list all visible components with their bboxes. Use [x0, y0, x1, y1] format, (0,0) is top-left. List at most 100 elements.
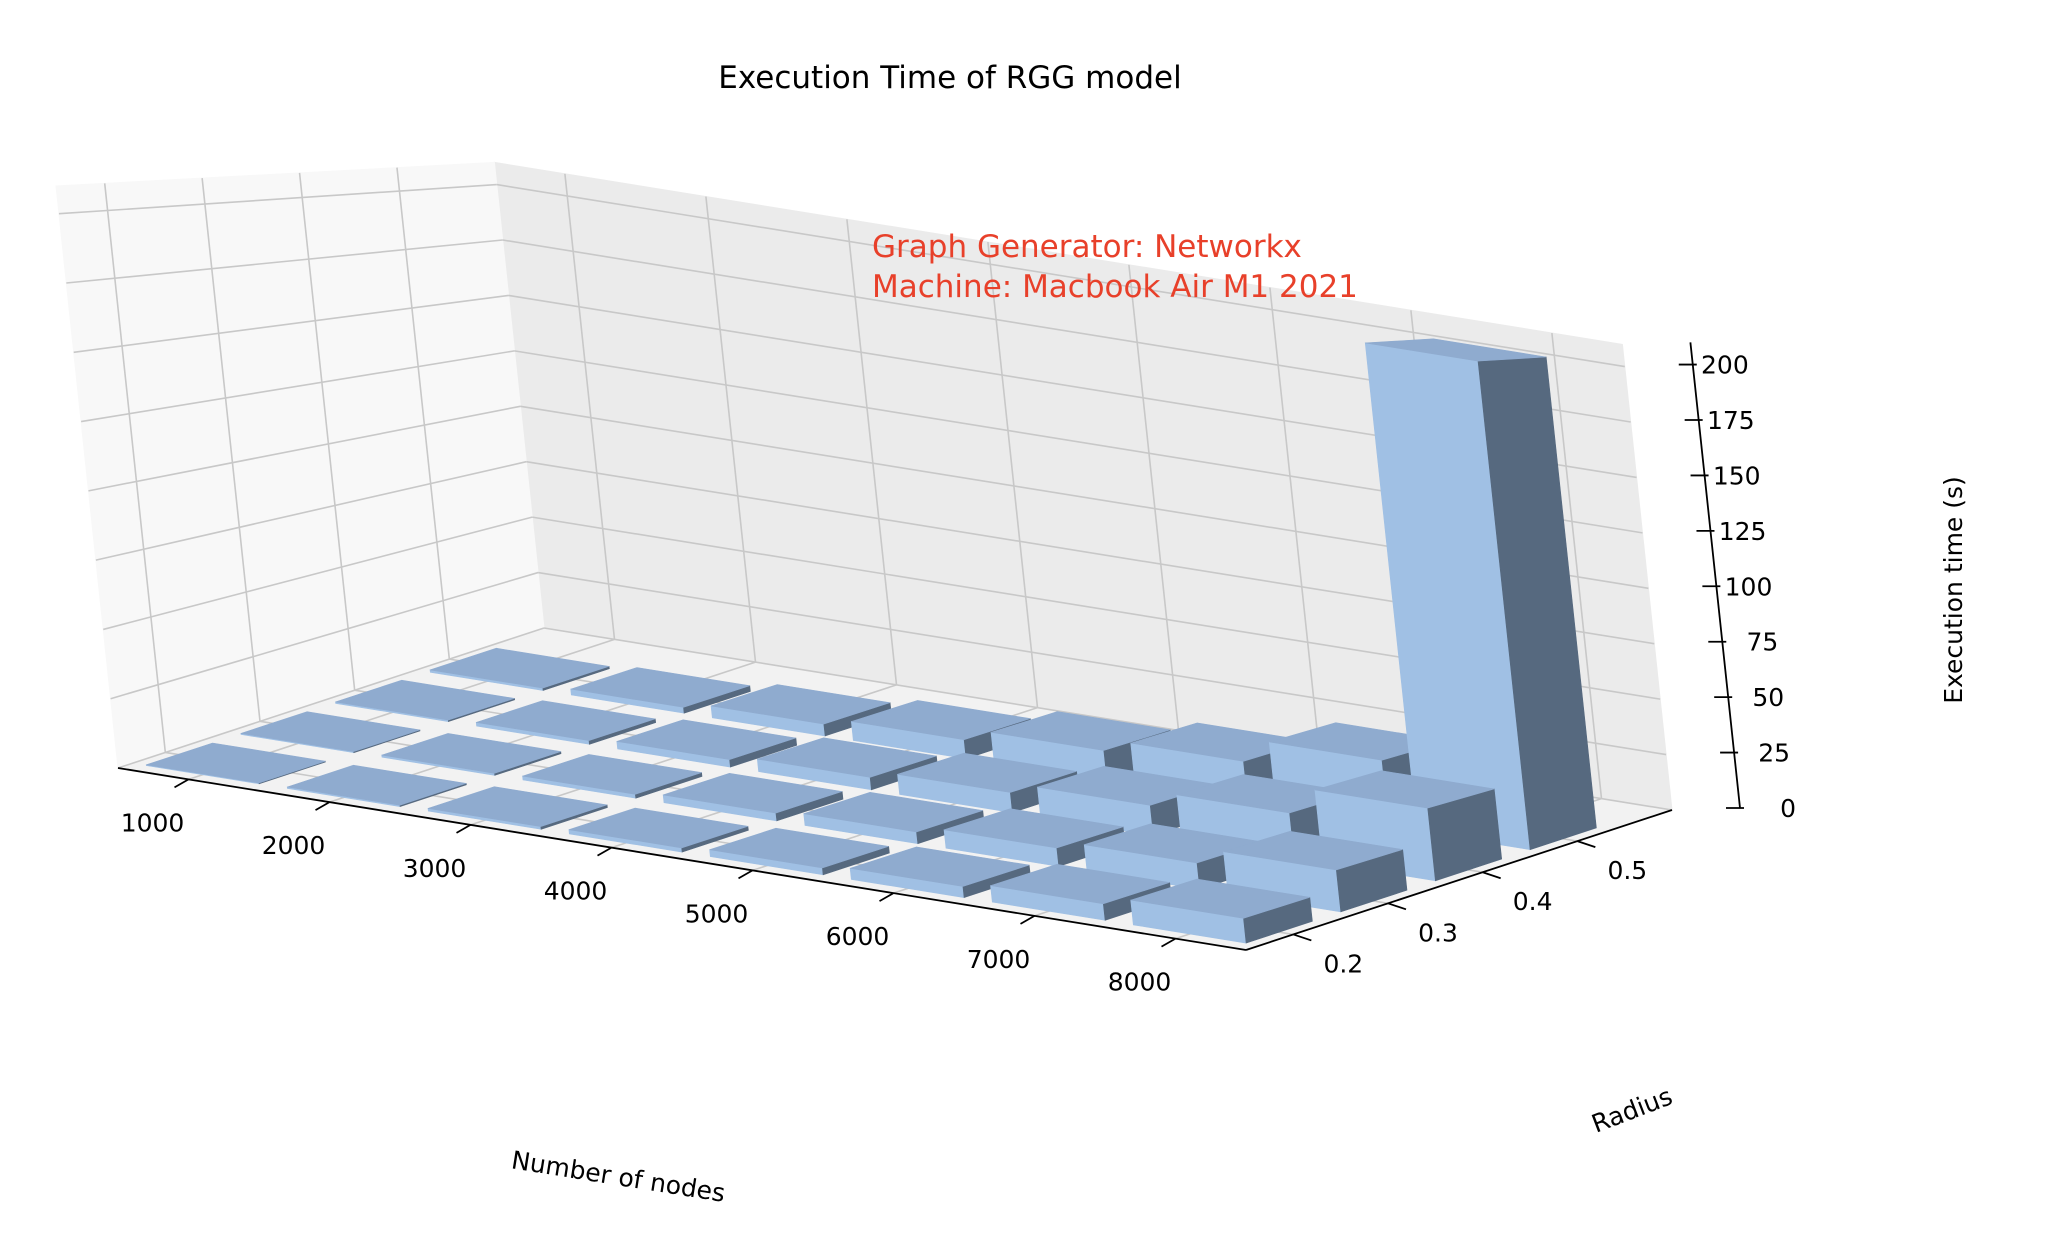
x-tick — [456, 824, 471, 834]
y-tick-label: 0.3 — [1418, 918, 1458, 947]
z-tick-label: 175 — [1707, 406, 1755, 435]
bar-top-face — [990, 711, 1171, 751]
grid-z-side — [80, 350, 515, 423]
y-tick-label: 0.4 — [1513, 887, 1553, 916]
bar-top-face — [1365, 338, 1547, 362]
z-tick-label: 100 — [1725, 572, 1773, 601]
z-tick-label: 50 — [1752, 683, 1784, 712]
bar-3000-0.4 — [616, 719, 798, 768]
x-tick — [879, 892, 894, 902]
grid-z-back — [496, 183, 1625, 368]
x-tick — [315, 801, 330, 811]
bar-top-face — [1130, 878, 1310, 919]
bar-8000-0.5 — [1364, 338, 1597, 851]
x-tick — [738, 869, 753, 880]
bar-4000-0.4 — [756, 737, 939, 791]
z-tick-label: 125 — [1719, 517, 1767, 546]
bar-1000-0.4 — [335, 679, 516, 723]
bar-2000-0.4 — [475, 700, 657, 745]
bar-top-face — [710, 684, 891, 725]
bar-top-face — [943, 808, 1124, 849]
z-tick-label: 75 — [1746, 628, 1778, 657]
bar-6000-0.2 — [849, 846, 1031, 899]
bar-top-face — [1314, 770, 1495, 809]
y-tick-label: 0.5 — [1607, 856, 1647, 885]
y-tick — [1293, 933, 1312, 942]
bar-top-face — [1223, 830, 1403, 871]
bar-top-face — [427, 786, 608, 827]
chart-title: Execution Time of RGG model — [718, 60, 1181, 96]
x-tick-label: 6000 — [826, 922, 890, 951]
bar-1000-0.3 — [240, 711, 421, 754]
bar-1000-0.5 — [429, 647, 610, 691]
z-tick-label: 0 — [1780, 794, 1796, 823]
bar-top-face — [850, 846, 1030, 887]
bar-4000-0.3 — [662, 772, 844, 822]
bar-top-face — [568, 807, 748, 849]
bar-top-face — [897, 752, 1077, 793]
x-tick-label: 4000 — [544, 877, 608, 906]
bar-top-face — [287, 764, 467, 806]
x-tick-label: 3000 — [403, 854, 467, 883]
y-tick-label: 0.2 — [1323, 949, 1363, 978]
bar-3000-0.2 — [427, 786, 608, 830]
bar-1000-0.2 — [145, 742, 326, 785]
x-tick — [597, 846, 612, 857]
grid-z-side — [117, 627, 545, 769]
bar-8000-0.2 — [1130, 878, 1313, 944]
bar-3000-0.3 — [522, 754, 703, 799]
z-axis-label: Execution time (s) — [1939, 476, 1968, 704]
z-tick-label: 150 — [1713, 461, 1761, 490]
tick-labels: 100020003000400050006000700080000.20.30.… — [121, 351, 1796, 997]
bar-top-face — [709, 827, 889, 869]
x-tick-label: 2000 — [262, 831, 326, 860]
annotation-line-2: Machine: Macbook Air M1 2021 — [872, 269, 1358, 305]
x-tick-label: 1000 — [121, 808, 185, 837]
x-tick — [174, 778, 189, 789]
x-tick-label: 5000 — [685, 899, 749, 928]
bar-top-face — [803, 791, 983, 833]
grid-z-side — [103, 516, 533, 631]
x-tick-label: 7000 — [967, 945, 1031, 974]
bar-top-face — [757, 737, 937, 778]
y-tick — [1387, 902, 1407, 911]
grid-z-side — [95, 460, 527, 561]
grid-z-side — [110, 571, 539, 700]
annotation-line-1: Graph Generator: Networkx — [872, 229, 1302, 265]
x-tick — [1020, 915, 1035, 925]
bar-top-face — [476, 700, 656, 741]
axes — [117, 342, 1744, 951]
grid-z-side — [66, 239, 503, 284]
bar-top-face — [616, 719, 796, 760]
bar-top-face — [335, 679, 515, 721]
y-axis-line — [1245, 809, 1673, 951]
bar-top-face — [990, 863, 1170, 905]
bar-2000-0.2 — [286, 764, 467, 808]
x-axis-line — [117, 767, 1247, 951]
bar-2000-0.3 — [381, 733, 562, 776]
x-tick — [1161, 937, 1176, 948]
bar-top-face — [522, 754, 702, 795]
bar-top-face — [663, 772, 843, 814]
bar-2000-0.5 — [570, 667, 751, 714]
x-axis-label: Number of nodes — [509, 1145, 727, 1207]
bar-top-face — [570, 667, 750, 708]
y-tick — [1482, 871, 1501, 880]
bar-top-face — [146, 742, 326, 784]
grid-z-side — [73, 294, 509, 354]
y-axis-label: Radius — [1588, 1082, 1677, 1139]
bar-5000-0.2 — [709, 827, 890, 876]
bar-top-face — [429, 647, 610, 689]
y-tick — [1577, 840, 1596, 848]
bar-top-face — [381, 733, 561, 774]
bars — [145, 338, 1597, 944]
x-tick-label: 8000 — [1108, 968, 1172, 997]
grid-z-side — [88, 405, 521, 492]
bar-top-face — [851, 700, 1031, 741]
grid-z-side — [58, 183, 497, 215]
z-tick-label: 200 — [1701, 351, 1749, 380]
z-tick-label: 25 — [1758, 739, 1790, 768]
bar-5000-0.3 — [803, 791, 985, 845]
